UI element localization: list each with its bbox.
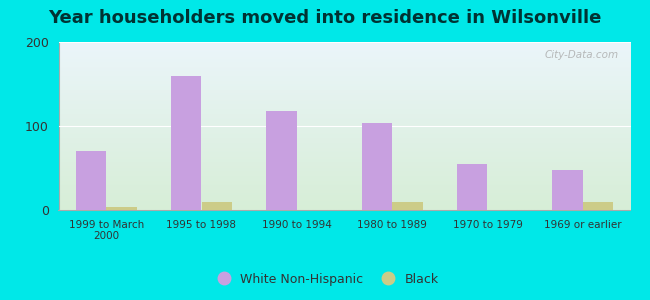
Bar (266, 111, 297, 210)
Bar (171, 76, 202, 210)
Bar (457, 164, 488, 210)
Bar (552, 170, 583, 210)
Bar (202, 202, 232, 210)
Bar (583, 202, 614, 210)
Bar (392, 202, 422, 210)
Text: Year householders moved into residence in Wilsonville: Year householders moved into residence i… (48, 9, 602, 27)
Legend: White Non-Hispanic, Black: White Non-Hispanic, Black (207, 268, 443, 291)
Bar (361, 123, 392, 210)
Bar (75, 151, 106, 210)
Text: City-Data.com: City-Data.com (545, 50, 619, 60)
Bar (106, 208, 136, 210)
